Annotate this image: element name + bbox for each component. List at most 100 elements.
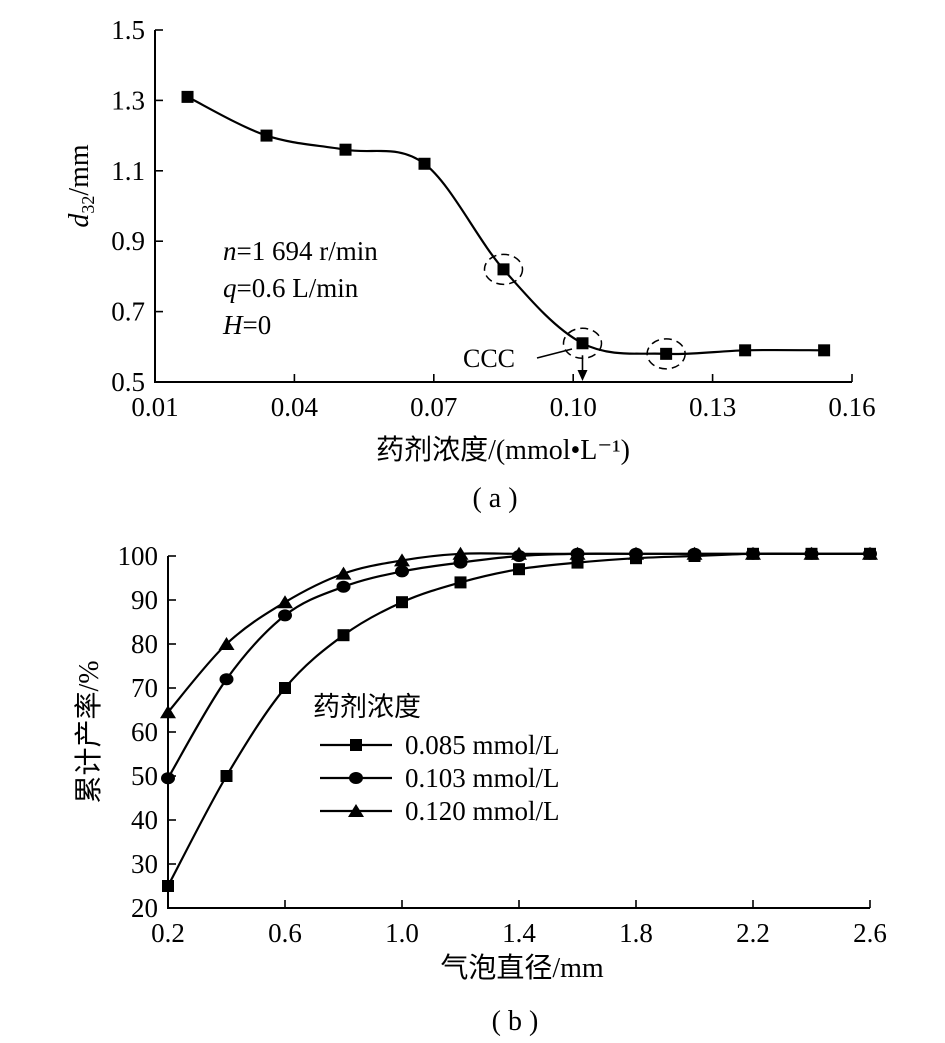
chart-b-y-tick-label: 90 [131,585,158,615]
chart-a-highlight-circle [483,253,524,286]
chart-b-point-square [337,629,350,642]
legend-title: 药剂浓度 [313,692,421,722]
chart-a-y-title: d32/mm [64,144,98,228]
chart-b-series-lines [167,552,870,887]
chart-b-point-triangle [569,546,586,560]
legend-label: 0.103 mmol/L [405,763,560,793]
chart-a-y-tick-label: 0.7 [111,297,145,327]
chart-b-y-tick-label: 50 [131,761,158,791]
chart-b-y-tick-label: 40 [131,805,158,835]
chart-b-point-square [279,682,291,694]
chart-b-x-tick-label: 1.4 [502,918,536,948]
chart-b-x-tick-label: 1.8 [619,918,653,948]
chart-b-point-triangle [862,546,878,560]
chart-a-panel-label: ( a ) [472,483,517,514]
chart-a-point [260,129,273,142]
chart-a-highlight-circle [646,338,686,370]
chart-a-y-tick-label: 0.9 [111,226,145,256]
chart-b-y-tick-labels: 20 30 40 50 60 70 80 90 100 [118,541,159,923]
ccc-arrow-head [577,370,588,381]
chart-b-x-tick-label: 2.2 [736,918,770,948]
ccc-leader-line [536,348,573,359]
chart-a-y-tick-label: 1.5 [111,15,145,45]
legend-marker-square [350,739,362,751]
param-n: n=1 694 r/min [223,236,378,266]
chart-b-point-triangle [686,546,703,560]
chart-b-series-line-triangle [167,552,870,713]
chart-b-point-circle [278,609,292,622]
chart-b-y-tick-label: 60 [131,717,158,747]
chart-a-x-tick-label: 0.07 [410,392,457,422]
chart-b-point-circle [336,580,351,593]
chart-a-series-line [187,95,825,356]
chart-b-y-tick-label: 20 [131,893,158,923]
chart-b-x-tick-label: 0.6 [268,918,302,948]
chart-b-point-triangle [218,637,235,650]
ccc-arrow [577,355,588,381]
chart-a-point [576,337,589,350]
chart-b-point-triangle [628,546,644,560]
chart-b-y-tick-label: 30 [131,849,158,879]
chart-a-point [818,344,831,357]
chart-b-y-tick-label: 70 [131,673,158,703]
chart-b-axes [167,556,870,909]
chart-b-point-triangle [452,546,469,560]
chart-b-point-circle [161,772,175,785]
legend-label: 0.085 mmol/L [405,730,560,760]
chart-b-x-tick-label: 1.0 [385,918,419,948]
chart-b-point-triangle [277,595,293,609]
chart-b-point-triangle [745,546,761,560]
chart-a-ticks [154,29,853,383]
legend-marker-circle [349,772,363,784]
chart-a-y-tick-label: 0.5 [111,367,145,397]
chart-b-point-triangle [160,705,176,719]
legend: 药剂浓度 0.085 mmol/L0.103 mmol/L0.120 mmol/… [313,692,560,826]
chart-a-x-tick-labels: 0.01 0.04 0.07 0.10 0.13 0.16 [131,392,875,422]
param-h: H=0 [222,310,271,340]
chart-a-y-tick-label: 1.1 [111,156,145,186]
chart-a-markers [181,90,831,360]
chart-a-point [660,347,673,360]
chart-b-x-tick-label: 2.6 [853,918,887,948]
chart-a-x-tick-label: 0.13 [689,392,736,422]
chart-b-point-square [220,770,233,782]
chart-b-point-triangle [803,546,820,560]
chart-b-point-square [513,563,525,576]
chart-a-axes [154,30,852,383]
chart-b-panel-label: ( b ) [492,1006,539,1037]
chart-b-point-triangle [394,553,410,567]
legend-label: 0.120 mmol/L [405,796,560,826]
chart-a-point [181,90,194,103]
chart-b-point-square [396,596,408,609]
chart-a-x-tick-label: 0.01 [131,392,178,422]
chart-a-y-tick-label: 1.3 [111,85,145,115]
chart-b-point-triangle [335,566,352,580]
chart-b-x-tick-labels: 0.2 0.6 1.0 1.4 1.8 2.2 2.6 [151,918,887,948]
chart-a: 0.01 0.04 0.07 0.10 0.13 0.16 0.5 0.7 0.9 1.1 1.3… [64,15,876,514]
chart-a-x-tick-label: 0.10 [550,392,597,422]
chart-b-y-title: 累计产率/% [73,660,105,803]
chart-a-x-tick-label: 0.04 [271,392,319,422]
chart-b-point-square [162,880,174,892]
chart-b-point-circle [395,565,409,578]
chart-b-x-title: 气泡直径/mm [440,952,604,984]
chart-a-point [497,263,510,276]
chart-b: 0.2 0.6 1.0 1.4 1.8 2.2 2.6 20 30 40 50 60 70 80 90 10… [73,541,887,1037]
chart-a-highlight-circles [483,253,686,370]
chart-b-markers [160,546,878,892]
chart-b-point-triangle [511,546,527,560]
chart-a-point [339,143,352,156]
ccc-label: CCC [463,344,515,373]
chart-a-x-tick-label: 0.16 [828,392,875,422]
chart-b-y-tick-label: 80 [131,629,158,659]
param-q: q=0.6 L/min [223,273,359,303]
chart-a-x-title: 药剂浓度/(mmol•L⁻¹) [376,434,630,466]
chart-a-y-tick-labels: 0.5 0.7 0.9 1.1 1.3 1.5 [111,15,145,397]
chart-a-point [418,157,431,170]
chart-b-point-circle [219,673,234,686]
chart-a-point [739,344,752,357]
chart-b-series-line-square [167,552,870,887]
legend-marker-triangle [348,804,364,817]
chart-b-y-tick-label: 100 [118,541,159,571]
